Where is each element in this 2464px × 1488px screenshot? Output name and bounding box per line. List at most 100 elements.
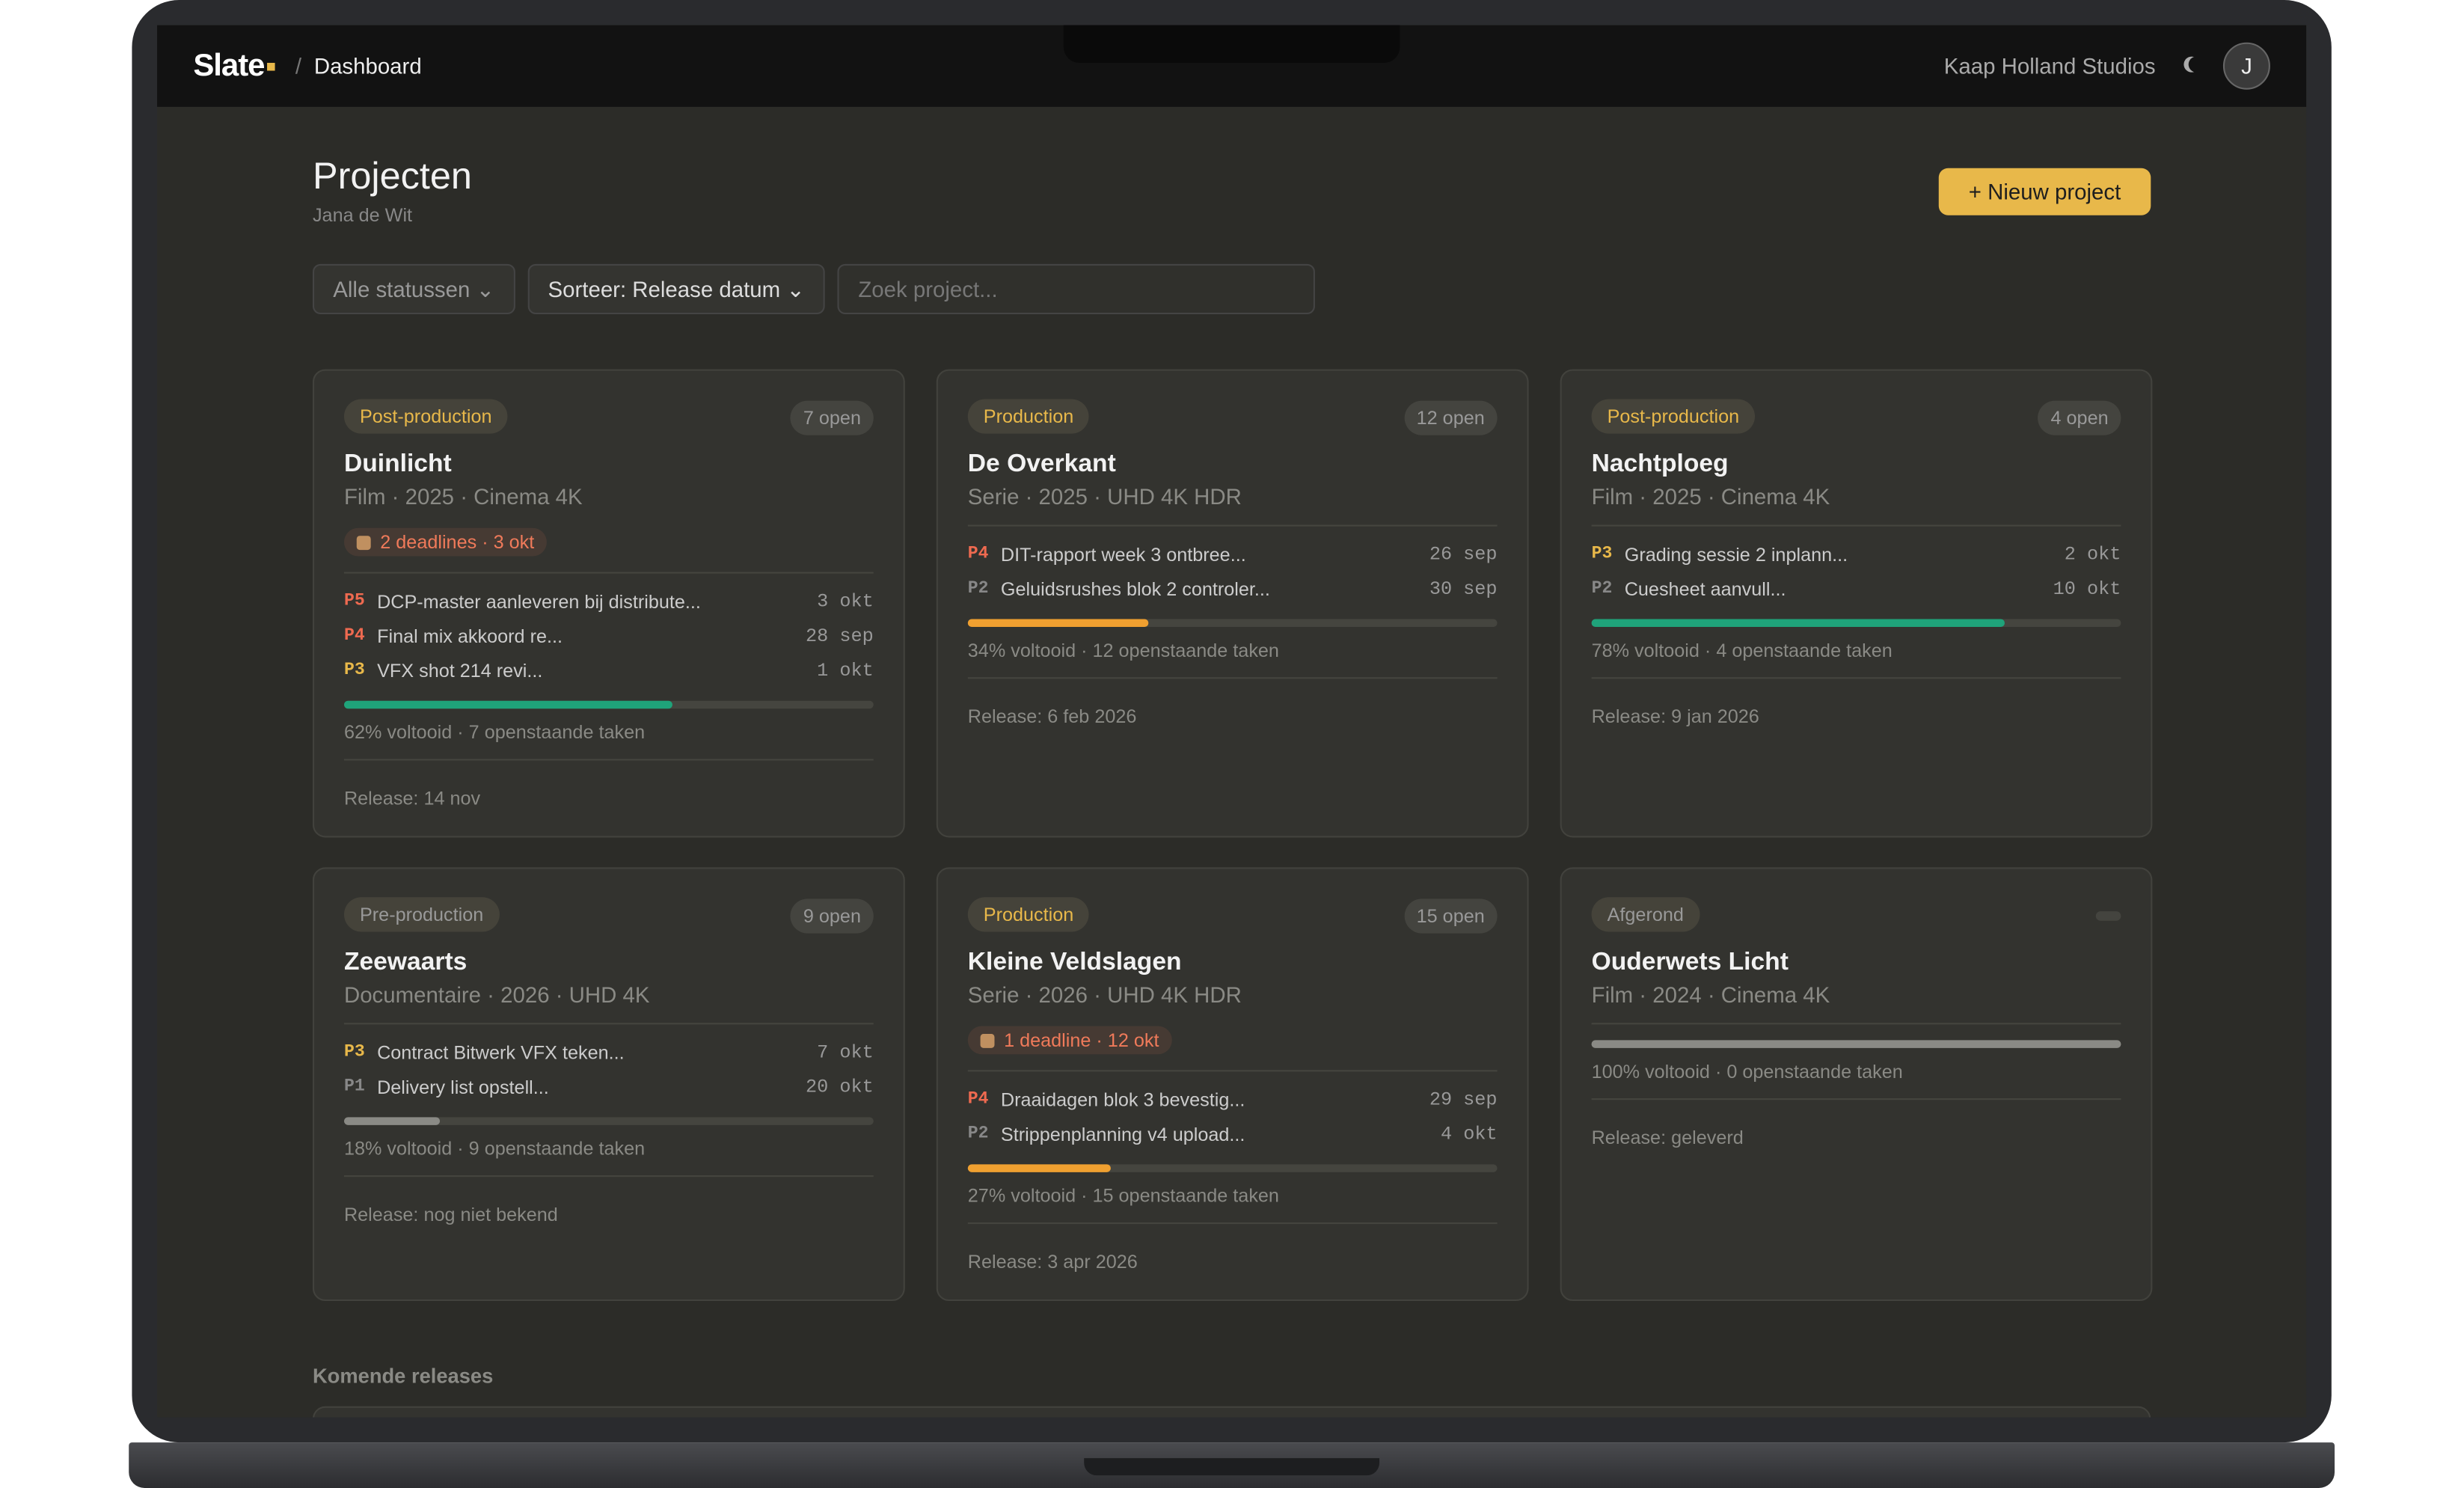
task-list: P4 Draaidagen blok 3 bevestig... 29 sep P2 S…: [968, 1083, 1498, 1151]
progress-fill: [343, 700, 672, 709]
screen: Slate / Dashboard Kaap Holland Studios J …: [157, 25, 2307, 1418]
project-card[interactable]: Post-production 7 open Duinlicht Film · 202…: [312, 369, 905, 838]
divider: [1591, 1098, 2121, 1100]
project-card[interactable]: Production 12 open De Overkant Serie · 2025…: [936, 369, 1529, 838]
new-project-button[interactable]: + Nieuw project: [1938, 168, 2151, 215]
release-date: Release: nog niet bekend: [343, 1203, 558, 1226]
status-badge: Post-production: [343, 399, 508, 434]
project-grid: Post-production 7 open Duinlicht Film · 202…: [312, 369, 2153, 1302]
progress-label: 18% voltooid · 9 openstaande taken: [343, 1137, 646, 1160]
task-date: 28 sep: [805, 625, 874, 648]
page-title: Projecten: [312, 155, 472, 198]
separator: /: [295, 53, 302, 79]
task-date: 10 okt: [2053, 578, 2121, 601]
progress-label: 78% voltooid · 4 openstaande taken: [1591, 639, 1893, 662]
task-row[interactable]: P3 VFX shot 214 revi... 1 okt: [344, 654, 874, 688]
open-count: 15 open: [1403, 898, 1498, 934]
task-row[interactable]: P2 Geluidsrushes blok 2 controler... 30 se…: [968, 572, 1498, 607]
deadline-badge: 2 deadlines · 3 okt: [343, 527, 548, 557]
task-row[interactable]: P4 DIT-rapport week 3 ontbree... 26 sep: [968, 537, 1498, 572]
progress-label: 100% voltooid · 0 openstaande taken: [1591, 1060, 1903, 1083]
laptop-hinge: [1084, 1458, 1380, 1476]
task-priority: P4: [967, 545, 989, 565]
progress-fill: [343, 1117, 440, 1125]
open-count: 4 open: [2038, 400, 2121, 435]
task-row[interactable]: P5 DCP-master aanleveren bij distribute..…: [344, 584, 874, 619]
task-date: 3 okt: [817, 590, 874, 613]
search-input[interactable]: Zoek project...: [838, 263, 1316, 315]
sort-select[interactable]: Sorteer: Release datum ⌄: [527, 263, 826, 315]
project-card[interactable]: Afgerond Ouderwets Licht Film · 2024 · Cin…: [1560, 867, 2153, 1302]
divider: [343, 759, 874, 761]
logo-dot: [267, 63, 276, 71]
progress-label: 62% voltooid · 7 openstaande taken: [343, 721, 646, 744]
task-row[interactable]: P1 Delivery list opstell... 20 okt: [344, 1070, 874, 1104]
release-date: Release: 14 nov: [343, 787, 481, 809]
divider: [1591, 524, 2121, 527]
task-date: 1 okt: [817, 660, 874, 682]
divider: [343, 1023, 874, 1025]
status-badge: Afgerond: [1591, 897, 1700, 932]
project-meta: Film · 2025 · Cinema 4K: [343, 483, 583, 509]
task-priority: P3: [1591, 545, 1613, 565]
task-row[interactable]: P3 Grading sessie 2 inplann... 2 okt: [1592, 537, 2121, 572]
open-count: 9 open: [791, 898, 874, 934]
project-title: De Overkant: [967, 450, 1116, 478]
divider: [967, 1070, 1498, 1072]
avatar[interactable]: J: [2222, 42, 2270, 90]
status-filter[interactable]: Alle statussen ⌄: [312, 263, 515, 315]
task-title: Geluidsrushes blok 2 controler...: [1000, 578, 1270, 601]
task-priority: P4: [343, 627, 365, 646]
camera-notch: [1063, 25, 1400, 64]
project-meta: Film · 2025 · Cinema 4K: [1591, 483, 1830, 509]
breadcrumb-item[interactable]: Dashboard: [313, 53, 422, 79]
task-title: Grading sessie 2 inplann...: [1624, 543, 1848, 566]
project-card[interactable]: Post-production 4 open Nachtploeg Film · 20…: [1560, 369, 2153, 838]
section-title: Komende releases: [312, 1364, 494, 1388]
project-title: Zeewaarts: [343, 949, 468, 976]
task-row[interactable]: P3 Contract Bitwerk VFX teken... 7 okt: [344, 1035, 874, 1070]
status-badge: Post-production: [1591, 399, 1756, 434]
task-row[interactable]: P4 Draaidagen blok 3 bevestig... 29 sep: [968, 1083, 1498, 1117]
task-title: DCP-master aanleveren bij distribute...: [377, 590, 701, 613]
progress-track: [967, 1164, 1498, 1172]
task-row[interactable]: P2 Strippenplanning v4 upload... 4 okt: [968, 1117, 1498, 1151]
task-row[interactable]: P4 Final mix akkoord re... 28 sep: [344, 619, 874, 654]
divider: [1591, 677, 2121, 679]
task-priority: P5: [343, 592, 365, 612]
task-priority: P3: [343, 1043, 365, 1062]
task-list: P3 Grading sessie 2 inplann... 2 okt P2 Cues…: [1592, 537, 2121, 606]
task-date: 29 sep: [1429, 1089, 1498, 1111]
task-row[interactable]: P2 Cuesheet aanvull... 10 okt: [1592, 572, 2121, 607]
progress-label: 27% voltooid · 15 openstaande taken: [967, 1184, 1279, 1207]
project-meta: Film · 2024 · Cinema 4K: [1591, 982, 1830, 1008]
divider: [967, 677, 1498, 679]
release-row[interactable]: 9 jan 2026NachtploegBioscoop: [312, 1406, 2151, 1418]
progress-track: [1591, 619, 2121, 628]
project-title: Kleine Veldslagen: [967, 949, 1182, 976]
progress-track: [1591, 1040, 2121, 1048]
open-count: 12 open: [1403, 400, 1498, 435]
task-list: P4 DIT-rapport week 3 ontbree... 26 sep P2 G…: [968, 537, 1498, 606]
divider: [343, 1175, 874, 1178]
task-title: VFX shot 214 revi...: [377, 660, 543, 682]
task-title: Final mix akkoord re...: [377, 625, 563, 648]
task-priority: P2: [967, 1124, 989, 1145]
theme-toggle[interactable]: [2189, 57, 2204, 73]
task-list: P3 Contract Bitwerk VFX teken... 7 okt P1 De…: [344, 1035, 874, 1104]
task-priority: P2: [967, 580, 989, 599]
project-card[interactable]: Production 15 open Kleine Veldslagen Serie …: [936, 867, 1529, 1302]
progress-fill: [1591, 619, 2005, 628]
progress-track: [343, 1117, 874, 1125]
project-card[interactable]: Pre-production 9 open Zeewaarts Documentair…: [312, 867, 905, 1302]
progress-fill: [967, 1164, 1111, 1172]
deadline-text: 1 deadline · 12 okt: [1004, 1029, 1159, 1052]
project-meta: Serie · 2025 · UHD 4K HDR: [967, 483, 1242, 509]
workspace[interactable]: Kaap Holland Studios: [1943, 53, 2156, 79]
task-title: Delivery list opstell...: [377, 1076, 549, 1099]
logo[interactable]: Slate: [193, 49, 276, 85]
status-badge: Production: [967, 897, 1090, 932]
page-subtitle: Jana de Wit: [312, 204, 413, 227]
status-badge: Production: [967, 399, 1090, 434]
